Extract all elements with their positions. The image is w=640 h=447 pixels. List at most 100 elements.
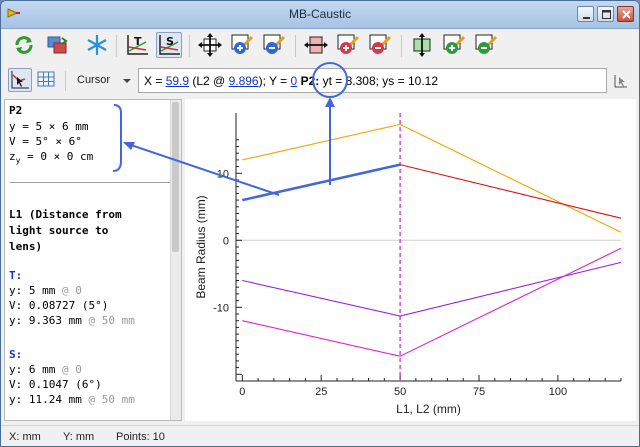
series-line-3: [242, 163, 401, 202]
table-icon: [37, 71, 55, 87]
zoom-in-x-button[interactable]: [335, 32, 361, 58]
status-x-unit: X: mm: [9, 431, 41, 443]
readout-x-prefix: X =: [144, 74, 166, 88]
p2-y: y = 5 × 6 mm: [9, 120, 89, 133]
readout-x-link[interactable]: 59.9: [165, 74, 190, 88]
fit-x-icon: [304, 36, 328, 54]
cursor-tool-button[interactable]: [8, 68, 32, 92]
minimize-button[interactable]: [577, 6, 594, 22]
chevron-down-icon: [123, 79, 131, 83]
series-line-4: [242, 261, 622, 317]
toolbar-separator: [189, 35, 190, 57]
zoom-out-icon: [263, 34, 286, 54]
info-divider: [10, 182, 170, 183]
info-scrollbar[interactable]: [170, 100, 181, 420]
readout-values: yt = 8.308; ys = 10.12: [319, 74, 438, 88]
svg-text:T: T: [134, 35, 142, 48]
refresh-button[interactable]: [11, 32, 37, 58]
y-tick-label: -10: [213, 302, 229, 314]
readout-point-label: P2:: [300, 74, 320, 88]
sagittal-axis-icon: S: [159, 35, 180, 55]
zoom-in-y-button[interactable]: [441, 32, 467, 58]
title-bar[interactable]: MB-Caustic: [1, 1, 639, 29]
l1-title-line-1: L1 (Distance from: [9, 208, 122, 221]
series-line-5: [242, 247, 622, 357]
t-y-value: y: 5 mm: [9, 284, 56, 297]
plot-area[interactable]: -10 0 10 0 25 50 75 100 L1, L2 (mm) Beam Radius (…: [185, 99, 636, 421]
fit-x-button[interactable]: [303, 32, 329, 58]
s-header: S:: [9, 348, 23, 361]
l1-title-line-2: light source to: [9, 224, 109, 237]
zoom-out-button[interactable]: [261, 32, 287, 58]
t-y2: y: 9.363 mm @ 50 mm: [9, 314, 135, 327]
zoom-in-y-icon: [443, 34, 466, 54]
zoom-in-icon: [231, 34, 254, 54]
p2-v: V = 5° × 6°: [9, 135, 82, 148]
info-panel: P2 y = 5 × 6 mm V = 5° × 6° zy = 0 × 0 c…: [4, 99, 182, 421]
zoom-out-x-icon: [369, 34, 392, 54]
snowflake-icon: [87, 35, 107, 55]
readout-x-at-link[interactable]: 9.896: [228, 74, 259, 88]
table-view-button[interactable]: [35, 68, 59, 92]
y-tick-label: 10: [217, 168, 229, 180]
s-y-value: y: 6 mm: [9, 363, 56, 376]
t-y: y: 5 mm @ 0: [9, 284, 82, 297]
fit-all-icon: [198, 33, 222, 57]
s-v: V: 0.1047 (6°): [9, 378, 102, 391]
toolbar-separator: [116, 35, 117, 57]
status-y-unit: Y: mm: [63, 431, 95, 443]
toolbar-separator: [401, 35, 402, 57]
cursor-tool-icon: [11, 71, 29, 89]
series-line-2: [399, 164, 622, 219]
svg-text:S: S: [166, 35, 174, 48]
status-points: Points: 10: [116, 431, 165, 443]
swap-icon: [47, 36, 68, 54]
toolbar: T S: [1, 29, 639, 63]
cursor-bar: Cursor X = 59.9 (L2 @ 9.896); Y = 0 P2: …: [1, 65, 639, 97]
freeze-button[interactable]: [84, 32, 110, 58]
t-header: T:: [9, 269, 23, 282]
x-tick-label: 25: [315, 386, 327, 398]
fit-y-button[interactable]: [409, 32, 435, 58]
status-bar: X: mm Y: mm Points: 10: [1, 425, 639, 446]
zoom-in-button[interactable]: [229, 32, 255, 58]
s-y-at: @ 0: [55, 363, 82, 376]
minimize-icon: [583, 17, 590, 19]
fit-all-button[interactable]: [197, 32, 223, 58]
p2-z-post: = 0 × 0 cm: [20, 150, 94, 163]
s-y2: y: 11.24 mm @ 50 mm: [9, 393, 135, 406]
swap-button[interactable]: [44, 32, 70, 58]
p2-title: P2: [9, 104, 23, 117]
mode-dropdown[interactable]: Cursor: [71, 72, 133, 90]
pick-cursor-icon[interactable]: [613, 73, 629, 89]
toolbar-separator: [65, 71, 66, 91]
x-tick-label: 50: [394, 386, 406, 398]
sagittal-button[interactable]: S: [156, 32, 182, 58]
l1-title-line-3: lens): [9, 240, 43, 253]
window-title: MB-Caustic: [288, 7, 351, 21]
close-button[interactable]: [617, 6, 634, 22]
x-tick-label: 100: [549, 386, 567, 398]
maximize-button[interactable]: [597, 6, 614, 22]
series-line-1: [242, 123, 622, 233]
p2-z-sub: y: [15, 156, 21, 166]
tangential-button[interactable]: T: [124, 32, 150, 58]
zoom-out-y-button[interactable]: [473, 32, 499, 58]
zoom-out-x-button[interactable]: [367, 32, 393, 58]
y-axis-label: Beam Radius (mm): [194, 195, 208, 298]
s-y: y: 6 mm @ 0: [9, 363, 82, 376]
cursor-readout: X = 59.9 (L2 @ 9.896); Y = 0 P2: yt = 8.…: [138, 68, 607, 93]
app-logo-icon: [7, 8, 20, 18]
t-y2-value: y: 9.363 mm: [9, 314, 82, 327]
readout-y-prefix: ); Y =: [258, 74, 291, 88]
zoom-in-x-icon: [337, 34, 360, 54]
toolbar-separator: [295, 35, 296, 57]
x-axis-label: L1, L2 (mm): [396, 402, 461, 416]
readout-x-mid: (L2 @: [189, 74, 229, 88]
scrollbar-thumb[interactable]: [172, 102, 179, 252]
readout-y-link[interactable]: 0: [290, 74, 298, 88]
tangential-axis-icon: T: [127, 35, 148, 55]
x-tick-label: 75: [473, 386, 485, 398]
